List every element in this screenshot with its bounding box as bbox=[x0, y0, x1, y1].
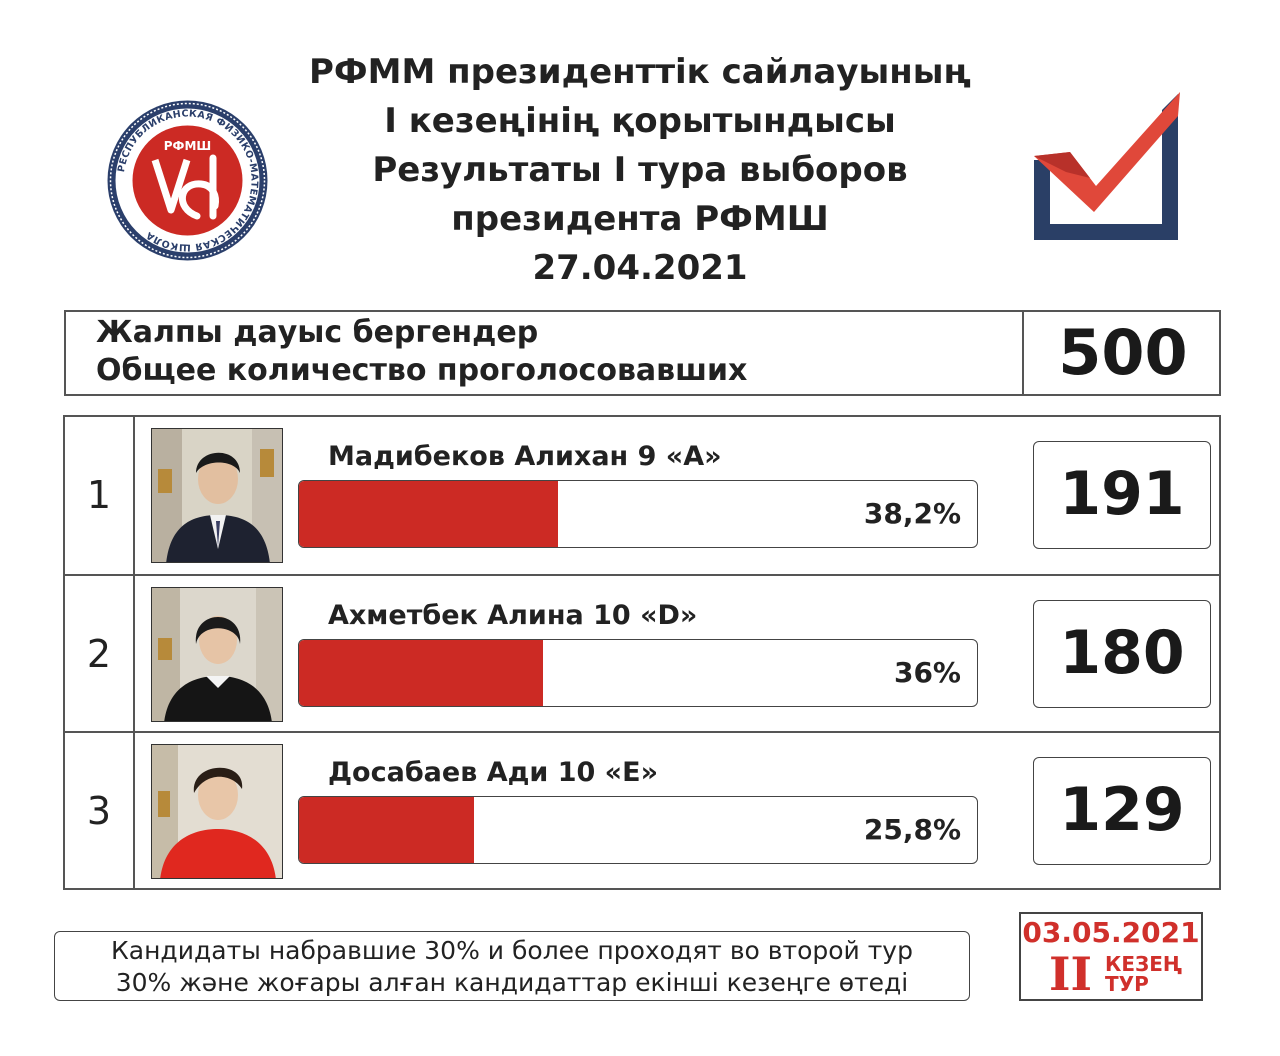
total-voters-label-kz: Жалпы дауыс бергендер bbox=[96, 315, 539, 350]
candidate-row-3: 3 Досабаев Ади 10 «Е» 25,8% 129 bbox=[65, 733, 1219, 890]
total-voters-panel: Жалпы дауыс бергендер Общее количество п… bbox=[64, 310, 1221, 396]
candidate-name: Мадибеков Алихан 9 «А» bbox=[328, 441, 722, 472]
title-line-1: РФММ президенттік сайлауының bbox=[309, 52, 971, 92]
round-two-badge: 03.05.2021 II КЕЗЕҢ ТУР bbox=[1019, 912, 1203, 1001]
title-line-4: президента РФМШ bbox=[451, 199, 829, 239]
round-two-numeral: II bbox=[1049, 947, 1093, 1001]
title-line-3: Результаты I тура выборов bbox=[372, 150, 908, 190]
total-voters-labels: Жалпы дауыс бергендер Общее количество п… bbox=[96, 314, 747, 390]
vote-percent-bar: 25,8% bbox=[298, 796, 978, 864]
rank-number: 2 bbox=[86, 632, 112, 676]
vote-percent-fill bbox=[299, 640, 544, 706]
candidate-name: Ахметбек Алина 10 «D» bbox=[328, 600, 698, 631]
total-voters-value: 500 bbox=[1058, 316, 1188, 389]
vote-count: 129 bbox=[1033, 757, 1211, 865]
candidate-row-1: 1 Мадибеков Алихан 9 «А» 38,2% 191 bbox=[65, 417, 1219, 574]
vote-percent-fill bbox=[299, 797, 474, 863]
candidate-photo bbox=[151, 428, 283, 563]
round-two-date: 03.05.2021 bbox=[1022, 916, 1200, 949]
candidates-chart: 1 Мадибеков Алихан 9 «А» 38,2% 191 2 bbox=[63, 415, 1221, 890]
row-divider bbox=[65, 731, 1219, 733]
school-seal-icon: РЕСПУБЛИКАНСКАЯ ФИЗИКО-МАТЕМАТИЧЕСКАЯ ШК… bbox=[107, 100, 268, 261]
school-logo: РЕСПУБЛИКАНСКАЯ ФИЗИКО-МАТЕМАТИЧЕСКАЯ ШК… bbox=[105, 98, 270, 263]
rank-number: 3 bbox=[86, 789, 112, 833]
vote-percent-fill bbox=[299, 481, 558, 547]
total-voters-label-ru: Общее количество проголосовавших bbox=[96, 353, 748, 388]
title-date: 27.04.2021 bbox=[532, 248, 748, 288]
total-divider bbox=[1022, 312, 1024, 394]
vote-percent-bar: 36% bbox=[298, 639, 978, 707]
row-divider bbox=[65, 574, 1219, 576]
candidate-name: Досабаев Ади 10 «Е» bbox=[328, 757, 659, 788]
vote-percent-label: 25,8% bbox=[863, 813, 961, 846]
candidate-row-2: 2 Ахметбек Алина 10 «D» 36% 180 bbox=[65, 576, 1219, 733]
vote-percent-label: 38,2% bbox=[863, 497, 961, 530]
title-line-2: І кезеңінің қорытындысы bbox=[384, 101, 896, 141]
vote-percent-bar: 38,2% bbox=[298, 480, 978, 548]
page-title: РФММ президенттік сайлауының І кезеңінің… bbox=[260, 48, 1020, 293]
vote-percent-label: 36% bbox=[893, 656, 961, 689]
threshold-note-kz: 30% және жоғары алған кандидаттар екінші… bbox=[115, 968, 909, 997]
threshold-note-ru: Кандидаты набравшие 30% и более проходят… bbox=[111, 936, 913, 965]
vote-count: 191 bbox=[1033, 441, 1211, 549]
candidate-photo bbox=[151, 587, 283, 722]
threshold-note: Кандидаты набравшие 30% и более проходят… bbox=[54, 931, 970, 1001]
vote-count: 180 bbox=[1033, 600, 1211, 708]
round-two-word-kz: КЕЗЕҢ bbox=[1105, 952, 1183, 976]
candidate-photo bbox=[151, 744, 283, 879]
rank-column-divider bbox=[133, 417, 135, 888]
ballot-check-icon bbox=[1030, 90, 1182, 242]
rank-number: 1 bbox=[86, 473, 112, 517]
logo-abbr: РФМШ bbox=[164, 139, 211, 153]
round-two-word-ru: ТУР bbox=[1105, 972, 1149, 996]
